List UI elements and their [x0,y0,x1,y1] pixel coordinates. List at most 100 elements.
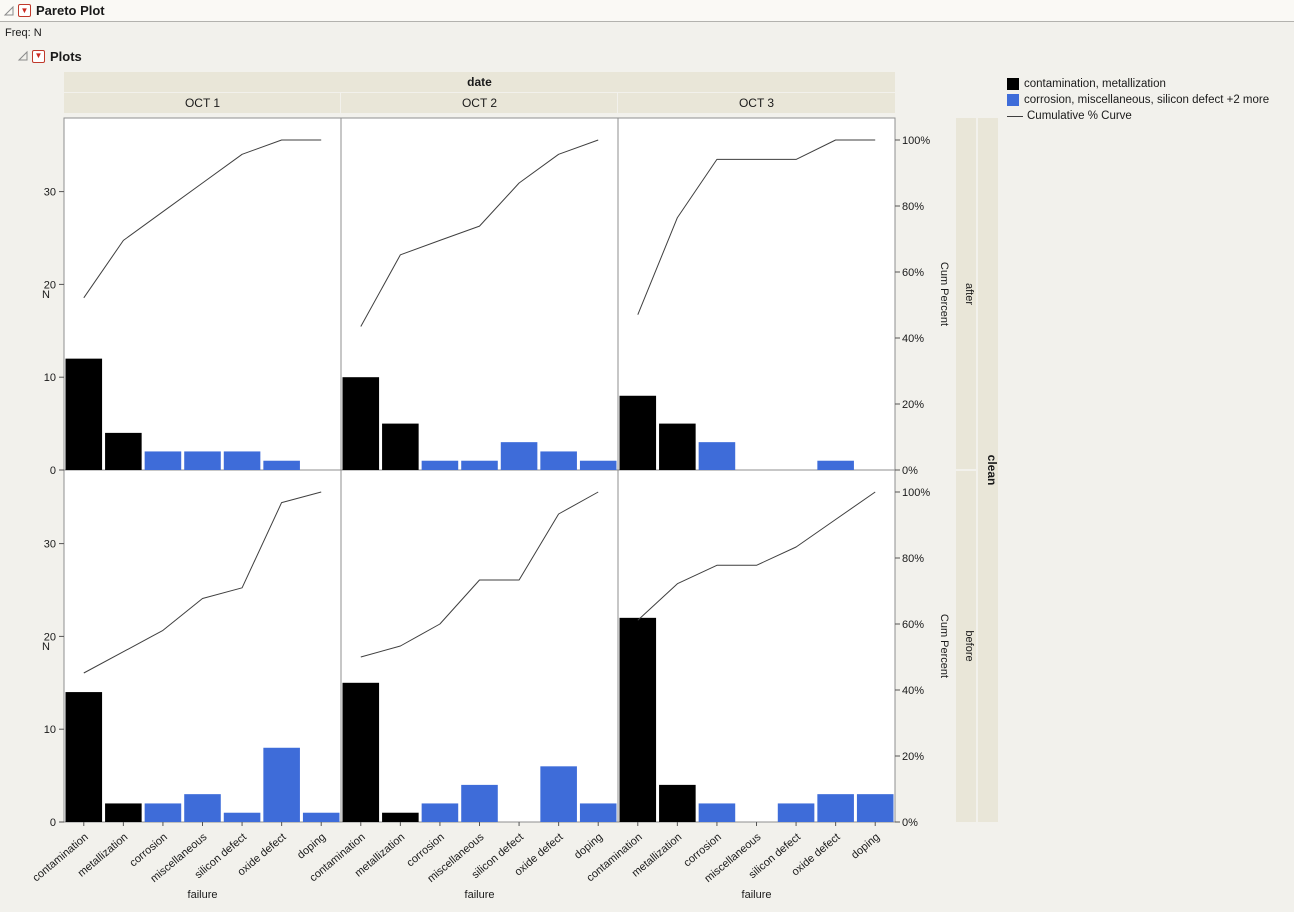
row-level-band-after [956,118,976,469]
bar-metallization[interactable] [105,803,142,822]
date-band [64,72,895,92]
x-tick-label: doping [572,831,605,861]
percent-tick-label: 0% [902,817,918,829]
bar-corrosion[interactable] [421,460,459,470]
bar-corrosion[interactable] [144,803,182,822]
bar-metallization[interactable] [382,812,419,822]
red-triangle-menu-icon[interactable]: ▼ [32,49,45,63]
bar-silicon defect[interactable] [777,803,815,822]
bar-silicon defect[interactable] [223,451,261,470]
column-header-OCT 2 [341,93,617,113]
column-header-OCT 3 [618,93,895,113]
bar-miscellaneous[interactable] [461,460,498,470]
percent-tick-label: 0% [902,465,918,477]
bar-miscellaneous[interactable] [461,784,498,822]
outline-title-pareto-plot: Pareto Plot [36,3,105,18]
row-group-label: clean [985,455,999,486]
bar-doping[interactable] [302,812,340,822]
percent-tick-label: 60% [902,267,924,279]
cumulative-curve [637,491,876,621]
x-tick-label: doping [295,831,328,861]
x-axis-title: failure [742,889,772,901]
legend-label: corrosion, miscellaneous, silicon defect… [1024,94,1270,106]
cumulative-curve [360,491,599,658]
bar-oxide defect[interactable] [263,747,300,822]
x-tick-label: doping [849,831,882,861]
legend-item-black-group[interactable]: contamination, metallization [1007,76,1269,92]
bar-miscellaneous[interactable] [184,451,221,470]
legend-item-blue-group[interactable]: corrosion, miscellaneous, silicon defect… [1007,92,1269,108]
column-header-OCT 1 [64,93,340,113]
bar-metallization[interactable] [659,784,696,822]
red-triangle-glyph: ▼ [34,51,43,60]
y-tick-label: 30 [44,187,56,199]
panel-before-OCT 2 [340,469,619,823]
legend-swatch-black [1007,78,1019,90]
y-axis-title: N [42,289,50,301]
cumulative-curve [637,139,876,315]
pareto-plot-outline-header: ▼ Pareto Plot [0,0,1294,22]
legend-swatch-blue [1007,94,1019,106]
x-axis-title: failure [465,889,495,901]
bar-corrosion[interactable] [421,803,459,822]
bar-contamination[interactable] [619,395,657,470]
outline-title-plots: Plots [50,48,82,64]
y-tick-label: 20 [44,631,56,643]
bar-miscellaneous[interactable] [184,794,221,822]
bar-oxide defect[interactable] [540,451,577,470]
y-tick-label: 20 [44,279,56,291]
bar-metallization[interactable] [659,423,696,470]
disclosure-open-icon[interactable] [3,5,15,17]
percent-axis-title: Cum Percent [938,262,950,326]
column-header-label: OCT 3 [739,96,774,110]
y-tick-label: 10 [44,372,56,384]
legend-item-cumulative-curve[interactable]: Cumulative % Curve [1007,108,1269,124]
percent-tick-label: 20% [902,751,924,763]
cumulative-curve [83,139,322,299]
y-axis-title: N [42,641,50,653]
bar-silicon defect[interactable] [223,812,261,822]
bar-corrosion[interactable] [144,451,182,470]
bar-contamination[interactable] [342,682,380,822]
bar-contamination[interactable] [619,617,657,822]
bar-oxide defect[interactable] [263,460,300,470]
bar-metallization[interactable] [382,423,419,470]
percent-axis-title: Cum Percent [938,614,950,678]
legend-label: Cumulative % Curve [1027,110,1132,122]
legend-line-swatch [1007,115,1023,117]
bar-contamination[interactable] [342,377,380,470]
bar-corrosion[interactable] [698,442,736,470]
cumulative-curve [83,491,322,674]
percent-tick-label: 40% [902,685,924,697]
bar-silicon defect[interactable] [500,442,538,470]
bar-metallization[interactable] [105,432,142,470]
bar-doping[interactable] [579,803,617,822]
column-header-label: OCT 2 [462,96,497,110]
cumulative-curve [360,139,599,327]
bar-contamination[interactable] [65,692,103,822]
disclosure-open-icon[interactable] [17,50,29,62]
panel-after-OCT 3 [617,117,896,471]
bar-oxide defect[interactable] [817,460,854,470]
row-level-band-before [956,471,976,822]
bar-doping[interactable] [579,460,617,470]
bar-oxide defect[interactable] [540,766,577,822]
row-group-band [978,118,998,822]
y-tick-label: 10 [44,724,56,736]
row-level-label: after [963,283,975,305]
percent-tick-label: 100% [902,487,930,499]
bar-doping[interactable] [856,794,894,822]
panel-after-OCT 1 [63,117,342,471]
column-header-label: OCT 1 [185,96,220,110]
bar-contamination[interactable] [65,358,103,470]
percent-tick-label: 80% [902,553,924,565]
bar-oxide defect[interactable] [817,794,854,822]
y-tick-label: 0 [50,465,56,477]
bar-corrosion[interactable] [698,803,736,822]
percent-tick-label: 100% [902,135,930,147]
red-triangle-menu-icon[interactable]: ▼ [18,4,31,17]
date-band-label: date [467,75,492,89]
percent-tick-label: 80% [902,201,924,213]
